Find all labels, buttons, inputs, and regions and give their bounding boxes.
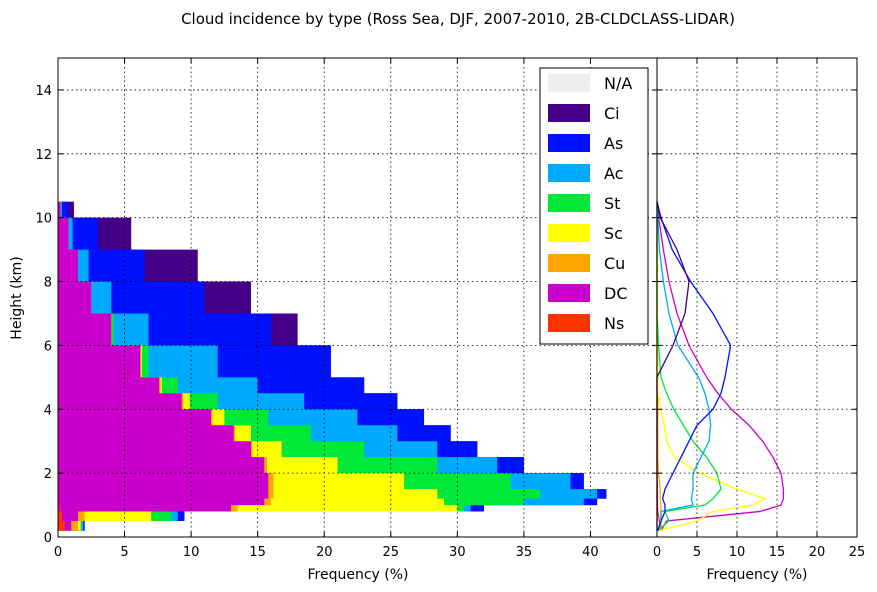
left-x-tick-label: 40 xyxy=(582,545,599,560)
area-dc xyxy=(58,201,269,531)
line-st xyxy=(656,201,722,532)
left-y-tick-label: 14 xyxy=(35,84,52,99)
right-x-tick-label: 25 xyxy=(849,545,866,560)
right-x-tick-label: 5 xyxy=(693,545,701,560)
left-y-tick-label: 6 xyxy=(44,339,52,354)
right-x-tick-label: 20 xyxy=(809,545,826,560)
line-as xyxy=(656,201,732,531)
per-type-line-panel: 0 5 10 15 20 25 xyxy=(653,57,866,560)
legend-label: N/A xyxy=(604,74,632,93)
legend-label: DC xyxy=(604,284,628,303)
legend-label: Cu xyxy=(604,254,625,273)
left-y-tick-label: 10 xyxy=(35,212,52,227)
legend-swatch xyxy=(548,194,590,212)
legend-swatch xyxy=(548,164,590,182)
left-x-tick-label: 15 xyxy=(249,545,266,560)
legend-swatch xyxy=(548,104,590,122)
legend-swatch xyxy=(548,314,590,332)
stacked-area-panel: 0 5 10 15 20 25 30 35 40 0 2 4 6 8 10 12 14 xyxy=(35,57,658,560)
legend-swatch xyxy=(548,134,590,152)
legend-label: St xyxy=(604,194,620,213)
right-x-axis-label: Frequency (%) xyxy=(706,567,807,583)
left-y-tick-label: 8 xyxy=(44,276,52,291)
chart-title: Cloud incidence by type (Ross Sea, DJF, … xyxy=(181,10,735,28)
left-x-axis-label: Frequency (%) xyxy=(307,567,408,583)
left-x-tick-label: 25 xyxy=(383,545,400,560)
legend-label: As xyxy=(604,134,623,153)
legend-label: Ns xyxy=(604,314,624,333)
right-x-tick-label: 0 xyxy=(653,545,661,560)
legend-label: Ci xyxy=(604,104,620,123)
left-x-tick-label: 10 xyxy=(183,545,200,560)
left-x-tick-label: 35 xyxy=(516,545,533,560)
right-x-tick-label: 15 xyxy=(769,545,786,560)
right-frame xyxy=(656,57,858,538)
legend-swatch xyxy=(548,254,590,272)
left-y-tick-label: 0 xyxy=(44,531,52,546)
left-y-tick-label: 4 xyxy=(44,403,52,418)
legend-label: Ac xyxy=(604,164,623,183)
left-y-tick-label: 12 xyxy=(35,148,52,163)
left-x-tick-label: 0 xyxy=(54,545,62,560)
right-x-tick-label: 10 xyxy=(729,545,746,560)
area-ns xyxy=(58,201,65,531)
legend: N/A Ci As Ac St Sc Cu DC Ns xyxy=(539,67,649,345)
left-x-tick-label: 20 xyxy=(316,545,333,560)
legend-swatch xyxy=(548,284,590,302)
legend-label: Sc xyxy=(604,224,623,243)
legend-swatch xyxy=(548,74,590,92)
line-dc xyxy=(656,201,785,531)
left-y-axis-label: Height (km) xyxy=(9,256,25,339)
left-x-tick-label: 5 xyxy=(120,545,128,560)
legend-swatch xyxy=(548,224,590,242)
line-ac xyxy=(656,201,712,531)
left-y-tick-label: 2 xyxy=(44,467,52,482)
left-x-tick-label: 30 xyxy=(449,545,466,560)
